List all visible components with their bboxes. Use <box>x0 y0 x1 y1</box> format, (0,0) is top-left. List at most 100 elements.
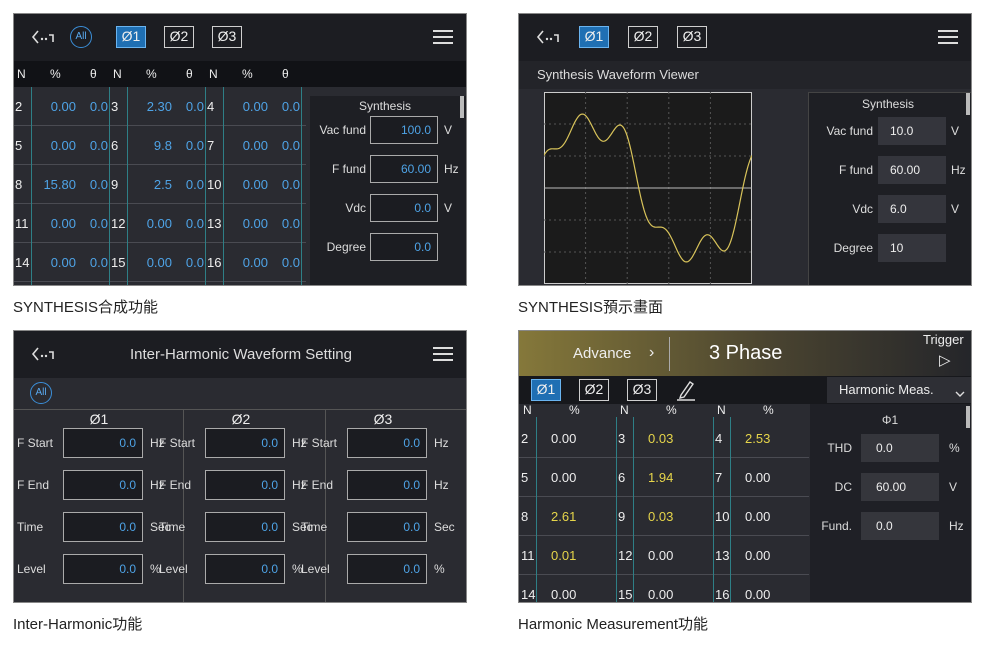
phase-cell[interactable]: 0.0 <box>281 255 300 270</box>
phase-cell[interactable]: 0.0 <box>185 138 204 153</box>
percent-cell[interactable]: 0.00 <box>146 216 172 231</box>
phase-tab[interactable]: Ø2 <box>628 26 658 48</box>
percent-cell[interactable]: 0.00 <box>50 138 76 153</box>
panel: Ø1 Ø2 Ø3 Synthesis Waveform Viewer Synthesis… <box>518 13 972 286</box>
panel: Advance › 3 Phase Trigger ▷ Ø1 Ø2 Ø3 Harmonic Me… <box>518 330 972 603</box>
percent-cell[interactable]: 0.00 <box>242 99 268 114</box>
value-input[interactable]: 0.0 <box>347 428 427 458</box>
field-input[interactable]: 60.00 <box>878 156 946 184</box>
all-tab[interactable]: All <box>30 382 52 404</box>
column-divider <box>31 87 32 285</box>
phase-cell[interactable]: 0.0 <box>89 255 108 270</box>
column-label: % <box>146 67 157 81</box>
row-label: F End <box>301 478 334 492</box>
percent-cell[interactable]: 2.30 <box>146 99 172 114</box>
field-label: Fund. <box>821 519 852 533</box>
trigger-icon[interactable]: ▷ <box>939 352 951 369</box>
harmonic-order: 3 <box>111 99 119 114</box>
percent-cell[interactable]: 0.00 <box>50 255 76 270</box>
field-input[interactable]: 100.0 <box>370 116 438 144</box>
phase-cell[interactable]: 0.0 <box>281 216 300 231</box>
back-button[interactable] <box>30 27 56 52</box>
value-input[interactable]: 0.0 <box>347 470 427 500</box>
value-input[interactable]: 0.0 <box>205 512 285 542</box>
side-panel: Φ1 THD 0.0% DC 60.00 V Fund. 0.0 Hz <box>810 404 971 602</box>
phase-cell[interactable]: 0.0 <box>281 99 300 114</box>
value-input[interactable]: 0.0 <box>63 512 143 542</box>
row-label: F End <box>159 478 192 492</box>
percent-cell[interactable]: 0.00 <box>242 177 268 192</box>
value-input[interactable]: 0.0 <box>347 512 427 542</box>
value-input[interactable]: 0.0 <box>347 554 427 584</box>
column-divider <box>616 417 617 602</box>
phase-tab[interactable]: Ø3 <box>212 26 242 48</box>
percent-cell[interactable]: 0.00 <box>50 216 76 231</box>
column-header <box>14 61 466 87</box>
value-input[interactable]: 0.0 <box>63 554 143 584</box>
field-input[interactable]: 0.0 <box>370 233 438 261</box>
menu-button[interactable] <box>432 345 454 368</box>
percent-cell[interactable]: 0.00 <box>146 255 172 270</box>
harmonic-order: 6 <box>618 470 626 485</box>
harmonic-order: 16 <box>715 587 730 602</box>
phase-tab[interactable]: Ø1 <box>116 26 146 48</box>
phase-tab[interactable]: Ø1 <box>579 26 609 48</box>
phase-cell[interactable]: 0.0 <box>89 138 108 153</box>
percent-cell: 0.03 <box>648 509 674 524</box>
row-unit: Sec <box>292 520 313 534</box>
harmonic-order: 10 <box>715 509 730 524</box>
panel: Inter-Harmonic Waveform Setting All Ø1 Ø2 Ø3… <box>13 330 467 603</box>
mode-label[interactable]: Advance <box>573 345 632 362</box>
phase-cell[interactable]: 0.0 <box>185 177 204 192</box>
value-input[interactable]: 0.0 <box>63 428 143 458</box>
field-input[interactable]: 60.00 <box>370 155 438 183</box>
phase-tab[interactable]: Ø2 <box>164 26 194 48</box>
phase-cell[interactable]: 0.0 <box>281 177 300 192</box>
menu-button[interactable] <box>432 28 454 51</box>
all-tab[interactable]: All <box>70 26 92 48</box>
field-input[interactable]: 10 <box>878 234 946 262</box>
edit-button[interactable] <box>675 378 697 407</box>
percent-cell[interactable]: 0.00 <box>242 138 268 153</box>
dropdown[interactable]: Harmonic Meas. <box>827 377 971 403</box>
phase-tab[interactable]: Ø2 <box>579 379 609 401</box>
value-input[interactable]: 0.0 <box>205 470 285 500</box>
percent-cell[interactable]: 9.8 <box>153 138 172 153</box>
row-label: F Start <box>159 436 196 450</box>
column-label: % <box>569 403 580 417</box>
phase-tab[interactable]: Ø3 <box>677 26 707 48</box>
dropdown-label: Harmonic Meas. <box>839 382 934 397</box>
field-input[interactable]: 10.0 <box>878 117 946 145</box>
mode-arrow[interactable]: › <box>649 344 655 361</box>
percent-cell[interactable]: 2.5 <box>153 177 172 192</box>
field-label: F fund <box>331 162 366 176</box>
phase-cell[interactable]: 0.0 <box>89 177 108 192</box>
value-input[interactable]: 0.0 <box>205 428 285 458</box>
phase-cell[interactable]: 0.0 <box>185 99 204 114</box>
menu-button[interactable] <box>937 28 959 51</box>
field-input[interactable]: 0.0 <box>370 194 438 222</box>
value-input[interactable]: 0.0 <box>205 554 285 584</box>
phase-tab[interactable]: Ø1 <box>531 379 561 401</box>
system-label: 3 Phase <box>709 342 783 364</box>
phase-cell[interactable]: 0.0 <box>185 216 204 231</box>
harmonic-order: 4 <box>715 431 723 446</box>
value-input[interactable]: 0.0 <box>63 470 143 500</box>
back-button[interactable] <box>30 344 56 369</box>
field-unit: Hz <box>951 163 966 177</box>
phase-cell[interactable]: 0.0 <box>89 216 108 231</box>
percent-cell[interactable]: 0.00 <box>50 99 76 114</box>
percent-cell[interactable]: 0.00 <box>242 255 268 270</box>
percent-cell[interactable]: 0.00 <box>242 216 268 231</box>
phase-tab[interactable]: Ø3 <box>627 379 657 401</box>
trigger-label[interactable]: Trigger <box>923 332 964 347</box>
field-input[interactable]: 6.0 <box>878 195 946 223</box>
phase-cell[interactable]: 0.0 <box>281 138 300 153</box>
percent-cell[interactable]: 15.80 <box>43 177 76 192</box>
back-button[interactable] <box>535 27 561 52</box>
phase-cell[interactable]: 0.0 <box>185 255 204 270</box>
row-unit: Sec <box>434 520 455 534</box>
menu-button-svg <box>433 347 453 361</box>
side-title: Φ1 <box>881 413 899 427</box>
phase-cell[interactable]: 0.0 <box>89 99 108 114</box>
